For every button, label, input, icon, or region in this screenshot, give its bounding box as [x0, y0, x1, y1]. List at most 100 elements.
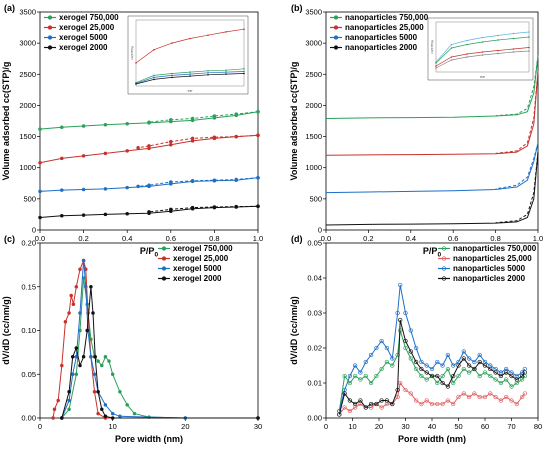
legend-marker	[47, 35, 53, 40]
inset-y-label: cc(STP)/g	[430, 40, 434, 54]
data-point	[419, 373, 424, 379]
inset-point	[207, 74, 209, 76]
data-point	[363, 359, 368, 365]
data-point	[466, 370, 472, 375]
data-point	[435, 359, 440, 365]
data-point	[74, 355, 79, 359]
desorption-line	[148, 205, 259, 213]
data-point	[482, 363, 488, 368]
series-3	[325, 152, 539, 226]
data-point	[358, 398, 363, 403]
inset-point	[243, 68, 245, 70]
data-point	[358, 377, 363, 382]
series-0	[325, 55, 539, 119]
series-line	[338, 381, 526, 415]
x-tick-label: 0.6	[448, 234, 458, 243]
data-point	[472, 391, 477, 396]
legend-entry: xerogel 750,000	[173, 244, 233, 253]
data-point	[419, 366, 424, 372]
data-point	[424, 398, 429, 403]
inset-frame	[127, 15, 249, 95]
inset-point	[153, 76, 155, 79]
legend-entry: xerogel 25,000	[59, 23, 115, 32]
data-point	[413, 359, 419, 365]
inset-point	[207, 70, 209, 72]
data-point	[358, 370, 363, 375]
data-point	[374, 373, 379, 379]
data-point	[110, 372, 115, 377]
x-tick-label: 0.8	[490, 234, 500, 243]
data-point	[435, 373, 440, 379]
data-point	[352, 373, 358, 379]
data-point	[403, 338, 408, 344]
data-point	[110, 416, 115, 420]
data-point	[212, 114, 217, 118]
data-point	[96, 390, 100, 394]
inset-point	[481, 54, 484, 56]
x-tick-label: 10	[348, 422, 356, 431]
adsorption-line	[39, 111, 259, 130]
data-point	[169, 118, 173, 122]
legend-entry: nanoparticles 2000	[345, 43, 418, 52]
legend-marker	[47, 25, 53, 30]
data-point	[234, 204, 238, 209]
data-point	[395, 387, 400, 393]
series-2	[325, 142, 539, 194]
data-point	[190, 116, 195, 121]
data-point	[384, 398, 390, 403]
y-tick-label: 0.00	[21, 414, 36, 423]
data-point	[461, 366, 466, 372]
data-point	[67, 390, 71, 394]
inset-point	[512, 32, 515, 35]
inset-point	[153, 74, 155, 77]
data-point	[234, 112, 238, 116]
data-point	[347, 380, 353, 386]
y-tick-label: 0.20	[21, 239, 36, 248]
y-tick-label: 3000	[305, 39, 322, 48]
inset-point	[225, 71, 227, 73]
data-point	[514, 401, 519, 407]
data-point	[482, 394, 488, 400]
x-tick-label: 1.0	[253, 234, 263, 243]
y-tick-label: 0.03	[307, 309, 322, 318]
inset-point	[135, 83, 137, 85]
inset-point	[466, 43, 468, 46]
data-point	[74, 372, 79, 377]
inset-point	[243, 70, 245, 73]
data-point	[456, 373, 461, 379]
adsorption-line	[325, 71, 539, 156]
data-point	[342, 373, 347, 379]
data-point	[234, 177, 238, 182]
series-line	[61, 260, 258, 419]
data-point	[51, 416, 55, 420]
chart-panel-1: (b) 0.0 0.2 0.4 0.6 0.8 1.0 0 500 1000 1500 2000 250…	[289, 3, 543, 259]
data-point	[103, 212, 108, 217]
data-point	[74, 346, 79, 350]
data-point	[466, 394, 472, 400]
data-point	[395, 310, 400, 316]
inset-point	[435, 62, 437, 64]
legend-marker	[333, 45, 339, 50]
inset-point	[528, 46, 530, 49]
data-point	[81, 187, 86, 192]
data-point	[498, 373, 504, 379]
data-point	[103, 187, 108, 191]
inset-point	[225, 69, 227, 71]
data-point	[342, 405, 347, 410]
chart-panel-0: (a) 0.0 0.2 0.4 0.6 0.8 1.0 0 500 1000 1500 2000 250…	[1, 3, 263, 259]
data-point	[136, 146, 140, 150]
inset-point	[189, 73, 191, 75]
data-point	[347, 408, 353, 414]
data-point	[78, 267, 82, 272]
y-tick-label: 0.01	[307, 379, 322, 388]
data-point	[440, 363, 445, 368]
data-point	[379, 366, 384, 372]
data-point	[100, 407, 104, 412]
data-point	[84, 285, 88, 289]
data-point	[347, 398, 353, 403]
data-point	[337, 412, 342, 417]
panel-label: (a)	[4, 3, 15, 13]
data-point	[190, 136, 195, 141]
data-point	[81, 124, 86, 128]
legend-marker	[161, 276, 167, 281]
